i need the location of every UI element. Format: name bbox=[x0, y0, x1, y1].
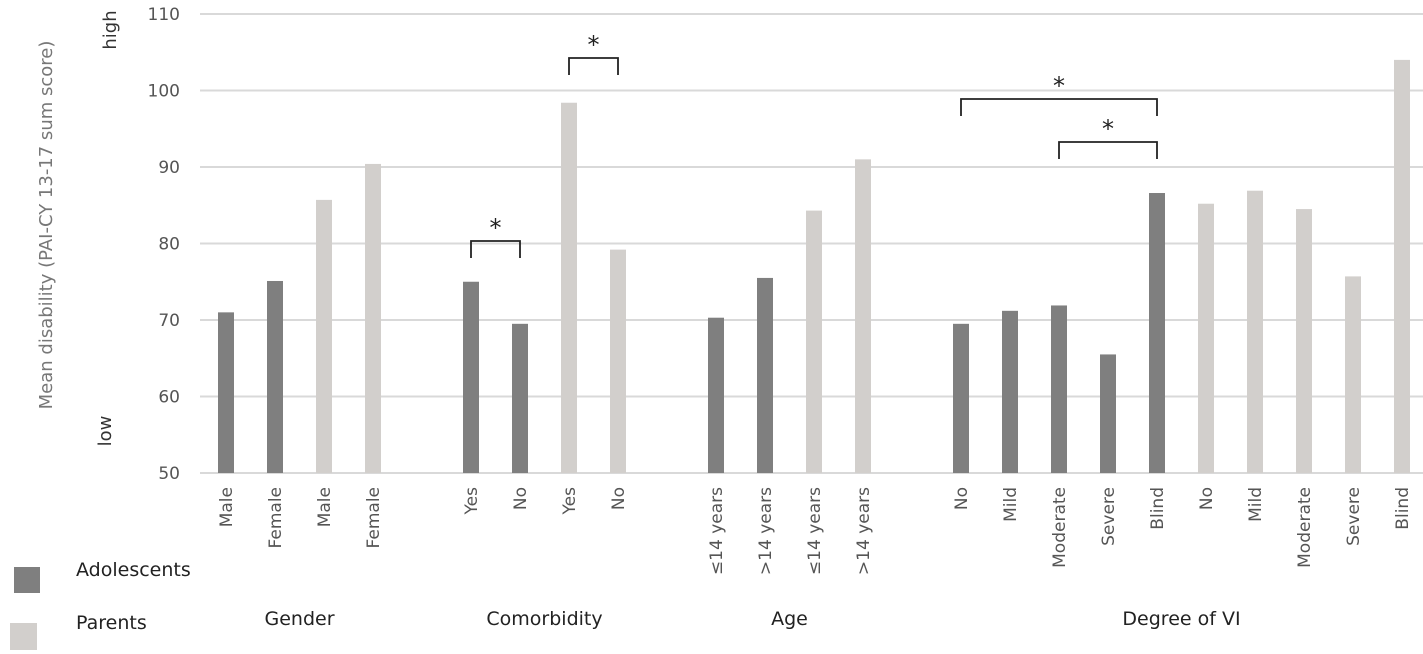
x-category-label: Male bbox=[315, 487, 335, 527]
x-category-label: Severe bbox=[1099, 487, 1119, 546]
group-label: Comorbidity bbox=[486, 608, 602, 630]
bar-parents bbox=[365, 163, 381, 473]
bar-adolescents bbox=[953, 323, 969, 473]
bar-adolescents bbox=[757, 277, 773, 473]
bar-adolescents bbox=[218, 312, 234, 473]
legend-swatch-adolescents bbox=[14, 567, 40, 593]
y-axis-label: Mean disability (PAI-CY 13-17 sum score) bbox=[36, 41, 57, 410]
group-label: Gender bbox=[264, 608, 334, 630]
x-category-label: Moderate bbox=[1050, 487, 1070, 568]
y-low-label: low bbox=[95, 416, 116, 447]
x-category-label: ≤14 years bbox=[805, 487, 825, 575]
bar-parents bbox=[316, 199, 332, 473]
x-category-label: No bbox=[609, 487, 629, 510]
x-category-label: Yes bbox=[462, 487, 482, 516]
legend-label-adolescents: Adolescents bbox=[76, 559, 191, 581]
significance-bracket bbox=[470, 240, 521, 258]
bar-adolescents bbox=[1100, 354, 1116, 473]
y-tick-label: 100 bbox=[148, 82, 180, 102]
y-tick-label: 50 bbox=[158, 464, 180, 484]
bar-parents bbox=[855, 159, 871, 473]
group-label: Degree of VI bbox=[1122, 608, 1240, 630]
bar-adolescents bbox=[267, 280, 283, 473]
bar-parents bbox=[1345, 276, 1361, 473]
x-category-label: >14 years bbox=[756, 487, 776, 575]
bar-adolescents bbox=[1149, 193, 1165, 473]
x-category-label: No bbox=[511, 487, 531, 510]
x-category-label: Blind bbox=[1148, 487, 1168, 530]
legend-label-parents: Parents bbox=[76, 612, 147, 634]
bar-parents bbox=[806, 210, 822, 474]
x-category-label: Female bbox=[364, 487, 384, 548]
bar-adolescents bbox=[708, 317, 724, 473]
x-category-label: Female bbox=[266, 487, 286, 548]
bar-parents bbox=[561, 102, 577, 474]
bar-parents bbox=[610, 249, 626, 473]
y-tick-label: 70 bbox=[158, 311, 180, 331]
y-high-label: high bbox=[100, 10, 121, 49]
bar-parents bbox=[1394, 59, 1410, 474]
x-category-label: Male bbox=[217, 487, 237, 527]
bar-parents bbox=[1198, 203, 1214, 473]
significance-bracket bbox=[568, 57, 619, 75]
y-tick-label: 80 bbox=[158, 235, 180, 255]
y-tick-label: 90 bbox=[158, 158, 180, 178]
x-category-label: Moderate bbox=[1295, 487, 1315, 568]
y-tick-label: 110 bbox=[148, 5, 180, 25]
x-category-label: Blind bbox=[1393, 487, 1413, 530]
bar-parents bbox=[1247, 190, 1263, 473]
significance-star: * bbox=[1102, 115, 1114, 143]
significance-star: * bbox=[490, 214, 502, 242]
x-category-label: Mild bbox=[1001, 487, 1021, 522]
bar-adolescents bbox=[1002, 310, 1018, 473]
bar-parents bbox=[1296, 209, 1312, 473]
y-tick-label: 60 bbox=[158, 388, 180, 408]
bar-adolescents bbox=[463, 281, 479, 473]
x-category-label: Mild bbox=[1246, 487, 1266, 522]
bar-adolescents bbox=[512, 323, 528, 473]
significance-bracket bbox=[960, 98, 1158, 116]
x-category-label: Severe bbox=[1344, 487, 1364, 546]
x-category-label: Yes bbox=[560, 487, 580, 516]
x-category-label: >14 years bbox=[854, 487, 874, 575]
x-category-label: No bbox=[952, 487, 972, 510]
bar-adolescents bbox=[1051, 305, 1067, 473]
legend-swatch-parents bbox=[10, 623, 37, 650]
significance-star: * bbox=[588, 31, 600, 59]
significance-star: * bbox=[1053, 72, 1065, 100]
x-category-label: ≤14 years bbox=[707, 487, 727, 575]
group-label: Age bbox=[771, 608, 808, 630]
significance-bracket bbox=[1058, 141, 1158, 159]
x-category-label: No bbox=[1197, 487, 1217, 510]
